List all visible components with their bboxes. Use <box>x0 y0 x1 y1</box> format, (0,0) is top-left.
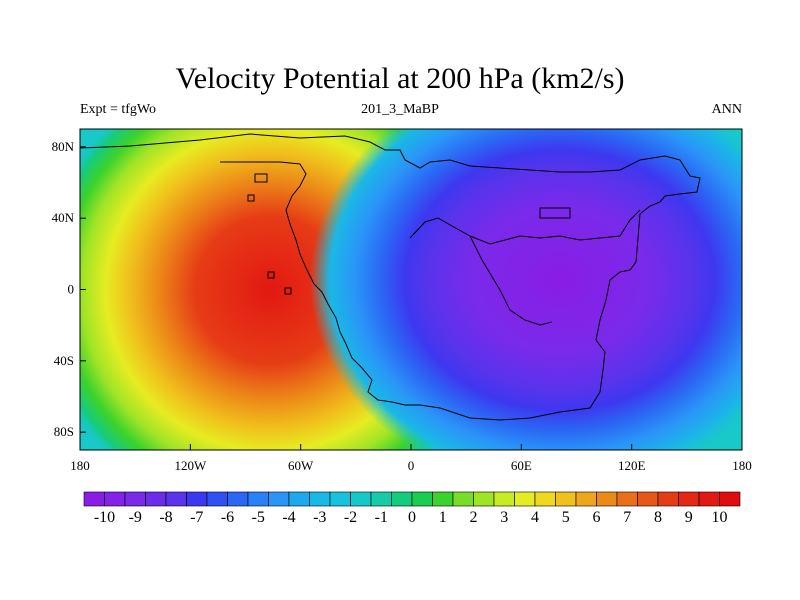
coastline-india <box>469 235 553 326</box>
island <box>247 194 255 202</box>
colorbar-box <box>493 491 515 507</box>
lat-tick-label: 80S <box>54 424 74 439</box>
lon-tick-label: 180 <box>70 458 90 473</box>
lon-tick-label: 120E <box>618 458 646 473</box>
colorbar-box <box>227 491 249 507</box>
colorbar-box <box>575 491 597 507</box>
colorbar-label: -8 <box>159 509 172 526</box>
colorbar-box <box>432 491 454 507</box>
colorbar-label: -9 <box>129 509 142 526</box>
colorbar-box <box>514 491 536 507</box>
colorbar-label: 7 <box>623 509 631 526</box>
coastline-asia <box>409 209 641 245</box>
colorbar-box <box>329 491 351 507</box>
island <box>254 173 268 183</box>
colorbar-box <box>596 491 618 507</box>
lon-tick-label: 180 <box>732 458 752 473</box>
colorbar-box <box>350 491 372 507</box>
island <box>267 271 275 279</box>
lon-tick-label: 120W <box>174 458 207 473</box>
colorbar-box <box>555 491 577 507</box>
colorbar-box <box>124 491 146 507</box>
colorbar-label: -1 <box>375 509 388 526</box>
colorbar-box <box>616 491 638 507</box>
colorbar-box <box>186 491 208 507</box>
colorbar-box <box>165 491 187 507</box>
colorbar-label: 10 <box>712 509 728 526</box>
colorbar-box <box>104 491 126 507</box>
lat-tick-label: 80N <box>52 139 75 154</box>
colorbar-box <box>637 491 659 507</box>
colorbar-box <box>268 491 290 507</box>
colorbar-label: -2 <box>344 509 357 526</box>
colorbar-label: 0 <box>408 509 416 526</box>
colorbar-box <box>370 491 392 507</box>
colorbar-box <box>473 491 495 507</box>
map-field <box>80 129 742 450</box>
colorbar-label: -10 <box>94 509 115 526</box>
colorbar-box <box>247 491 269 507</box>
colorbar-box <box>657 491 679 507</box>
colorbar-label: 8 <box>654 509 662 526</box>
season-label: ANN <box>711 102 742 117</box>
lat-tick-label: 40S <box>54 353 74 368</box>
colorbar-label: 2 <box>470 509 478 526</box>
coastline <box>80 133 701 421</box>
colorbar-box <box>83 491 105 507</box>
colorbar-label: -5 <box>252 509 265 526</box>
colorbar-label: -4 <box>282 509 295 526</box>
colorbar-box <box>206 491 228 507</box>
lat-tick-label: 40N <box>52 210 75 225</box>
colorbar-box <box>309 491 331 507</box>
colorbar-label: 3 <box>500 509 508 526</box>
colorbar-box <box>288 491 310 507</box>
colorbar-label: 1 <box>439 509 447 526</box>
lon-tick-label: 60E <box>511 458 532 473</box>
experiment-label: Expt = tfgWo <box>80 102 156 117</box>
colorbar-label: 9 <box>685 509 693 526</box>
colorbar-box <box>719 491 741 507</box>
colorbar-box <box>698 491 720 507</box>
island <box>539 207 571 219</box>
colorbar-label: -6 <box>221 509 234 526</box>
island <box>284 287 292 295</box>
chart-title: Velocity Potential at 200 hPa (km2/s) <box>175 62 625 95</box>
colorbar-label: -3 <box>313 509 326 526</box>
latitude-axis: 80N 40N 0 40S 80S <box>52 139 86 439</box>
colorbar-label: 6 <box>593 509 601 526</box>
colorbar-box <box>411 491 433 507</box>
colorbar-box <box>678 491 700 507</box>
negative-anomaly <box>310 129 742 450</box>
colorbar-label: 4 <box>531 509 539 526</box>
colorbar: -10 -9 -8 -7 -6 -5 -4 -3 -2 -1 0 1 2 3 4 5 6 7 8 9 10 <box>83 491 741 526</box>
lon-tick-label: 60W <box>288 458 314 473</box>
lat-tick-label: 0 <box>68 282 75 297</box>
colorbar-box <box>145 491 167 507</box>
colorbar-label: 5 <box>562 509 570 526</box>
colorbar-box <box>391 491 413 507</box>
colorbar-box <box>534 491 556 507</box>
lon-tick-label: 0 <box>408 458 415 473</box>
longitude-axis: 180 120W 60W 0 60E 120E 180 <box>70 444 752 473</box>
case-label: 201_3_MaBP <box>361 102 439 117</box>
colorbar-box <box>452 491 474 507</box>
colorbar-label: -7 <box>190 509 203 526</box>
